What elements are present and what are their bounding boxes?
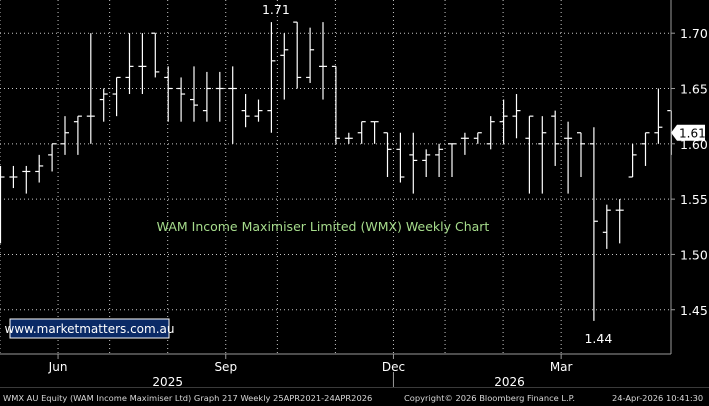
ohlc-bar: [564, 121, 573, 194]
ohlc-bar: [48, 143, 57, 172]
ohlc-bar: [138, 33, 147, 95]
ohlc-bar: [538, 116, 547, 194]
ohlc-bar: [86, 33, 95, 144]
ohlc-bar: [486, 116, 495, 150]
ohlc-bar: [409, 132, 418, 194]
ohlc-bar: [99, 88, 108, 122]
ohlc-bar: [654, 88, 663, 144]
ohlc-bar: [370, 121, 379, 144]
ohlc-bar: [306, 27, 315, 83]
ohlc-bar: [331, 65, 340, 144]
ohlc-bar: [602, 204, 611, 249]
ohlc-bar: [254, 99, 263, 122]
ohlc-bar: [177, 77, 186, 122]
footer-security-info: WMX AU Equity (WAM Income Maximiser Ltd)…: [3, 393, 373, 403]
low-annotation: 1.44: [584, 331, 612, 346]
x-tick-label: Dec: [382, 360, 405, 374]
price-label: 1.61: [679, 126, 706, 140]
x-tick-label: Jun: [48, 360, 68, 374]
ohlc-bar: [499, 99, 508, 144]
ohlc-bar: [357, 121, 366, 144]
high-annotation: 1.71: [262, 2, 290, 17]
ohlc-bar: [525, 115, 534, 194]
bloomberg-footer: WMX AU Equity (WAM Income Maximiser Ltd)…: [0, 387, 709, 406]
ohlc-bar: [473, 132, 482, 144]
x-year-label: 2026: [494, 375, 525, 389]
ohlc-bar: [35, 154, 44, 183]
ohlc-bar: [9, 165, 18, 189]
ohlc-bar: [0, 165, 5, 244]
y-tick-label: 1.70: [680, 26, 708, 41]
x-tick-label: Sep: [214, 360, 237, 374]
price-label-badge: [671, 124, 705, 141]
x-tick-label: Mar: [550, 360, 573, 374]
ohlc-bar: [344, 132, 353, 144]
ohlc-bar: [202, 71, 211, 122]
footer-copyright: Copyright© 2026 Bloomberg Finance L.P.: [404, 393, 575, 403]
ohlc-bar: [422, 149, 431, 177]
ohlc-bar: [396, 132, 405, 183]
ohlc-bar: [551, 110, 560, 166]
chart-title: WAM Income Maximiser Limited (WMX) Weekl…: [157, 219, 490, 234]
ohlc-bar: [319, 22, 327, 100]
ohlc-bar: [448, 143, 456, 177]
ohlc-bar: [628, 143, 637, 178]
ohlc-bar: [241, 94, 250, 128]
y-tick-label: 1.50: [680, 247, 708, 262]
y-tick-label: 1.65: [680, 82, 708, 97]
ohlc-bar: [383, 132, 392, 177]
ohlc-bar: [73, 115, 82, 155]
y-tick-label: 1.55: [680, 192, 708, 207]
ohlc-bar: [293, 21, 302, 89]
ohlc-bar: [112, 76, 121, 117]
ohlc-bar: [151, 32, 160, 78]
x-year-label: 2025: [152, 375, 183, 389]
ohlc-bar: [615, 199, 624, 244]
ohlc-bar: [435, 143, 444, 177]
ohlc-bar: [267, 22, 276, 133]
ohlc-bar: [22, 165, 31, 194]
ohlc-bar: [190, 66, 198, 122]
ohlc-bar: [164, 66, 173, 122]
ohlc-bar: [589, 127, 598, 321]
ohlc-bar: [460, 132, 469, 155]
watermark-box: [9, 318, 170, 339]
ohlc-bars: [0, 21, 676, 321]
annotation-layer: 1.71 1.44 WAM Income Maximiser Limited (WM…: [5, 2, 613, 346]
ohlc-bar: [228, 66, 237, 144]
ohlc-bar: [280, 33, 289, 100]
watermark-text: www.marketmatters.com.au: [5, 322, 175, 336]
ohlc-bar: [641, 132, 650, 166]
ohlc-bar: [61, 116, 69, 155]
grid-layer: [0, 0, 671, 354]
ohlc-bar: [125, 33, 134, 95]
y-tick-label: 1.45: [680, 303, 708, 318]
ohlc-bar: [577, 132, 585, 177]
ohlc-bar: [512, 94, 521, 139]
footer-timestamp: 24-Apr-2026 10:41:30: [612, 393, 704, 403]
ohlc-bar: [215, 71, 224, 122]
